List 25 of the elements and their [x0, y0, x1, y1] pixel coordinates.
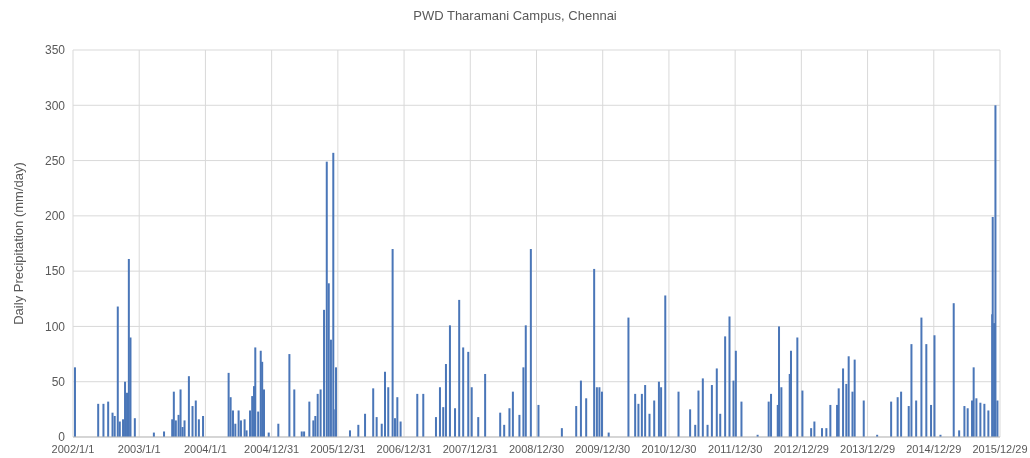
x-tick-label: 2012/12/29 — [773, 442, 829, 455]
y-axis-title: Daily Precipitation (mm/day) — [10, 162, 26, 325]
y-tick-label: 150 — [44, 264, 66, 279]
x-tick-label: 2011/12/30 — [708, 442, 763, 455]
x-tick-label: 2004/1/1 — [184, 442, 227, 455]
x-tick-label: 2006/12/31 — [376, 442, 432, 455]
x-tick-label: 2003/1/1 — [117, 442, 161, 455]
x-tick-label: 2008/12/30 — [508, 442, 565, 455]
y-tick-label: 250 — [44, 153, 66, 168]
chart-title: PWD Tharamani Campus, Chennai — [412, 8, 618, 23]
y-tick-label: 200 — [44, 209, 66, 224]
y-tick-label: 100 — [44, 319, 66, 334]
x-tick-label: 2009/12/30 — [575, 442, 631, 455]
x-tick-label: 2002/1/1 — [51, 442, 95, 455]
y-tick-label: 300 — [44, 98, 66, 113]
x-tick-label: 2014/12/29 — [906, 442, 962, 455]
x-tick-label: 2007/12/31 — [442, 442, 498, 455]
y-tick-label: 50 — [51, 374, 66, 389]
y-tick-label: 0 — [58, 430, 66, 445]
x-tick-label: 2015/12/29 — [972, 442, 1028, 455]
y-tick-label: 350 — [44, 43, 66, 58]
x-tick-label: 2013/12/29 — [840, 442, 896, 455]
x-tick-label: 2004/12/31 — [244, 442, 300, 455]
x-tick-label: 2005/12/31 — [310, 442, 366, 455]
x-tick-label: 2010/12/30 — [641, 442, 697, 455]
